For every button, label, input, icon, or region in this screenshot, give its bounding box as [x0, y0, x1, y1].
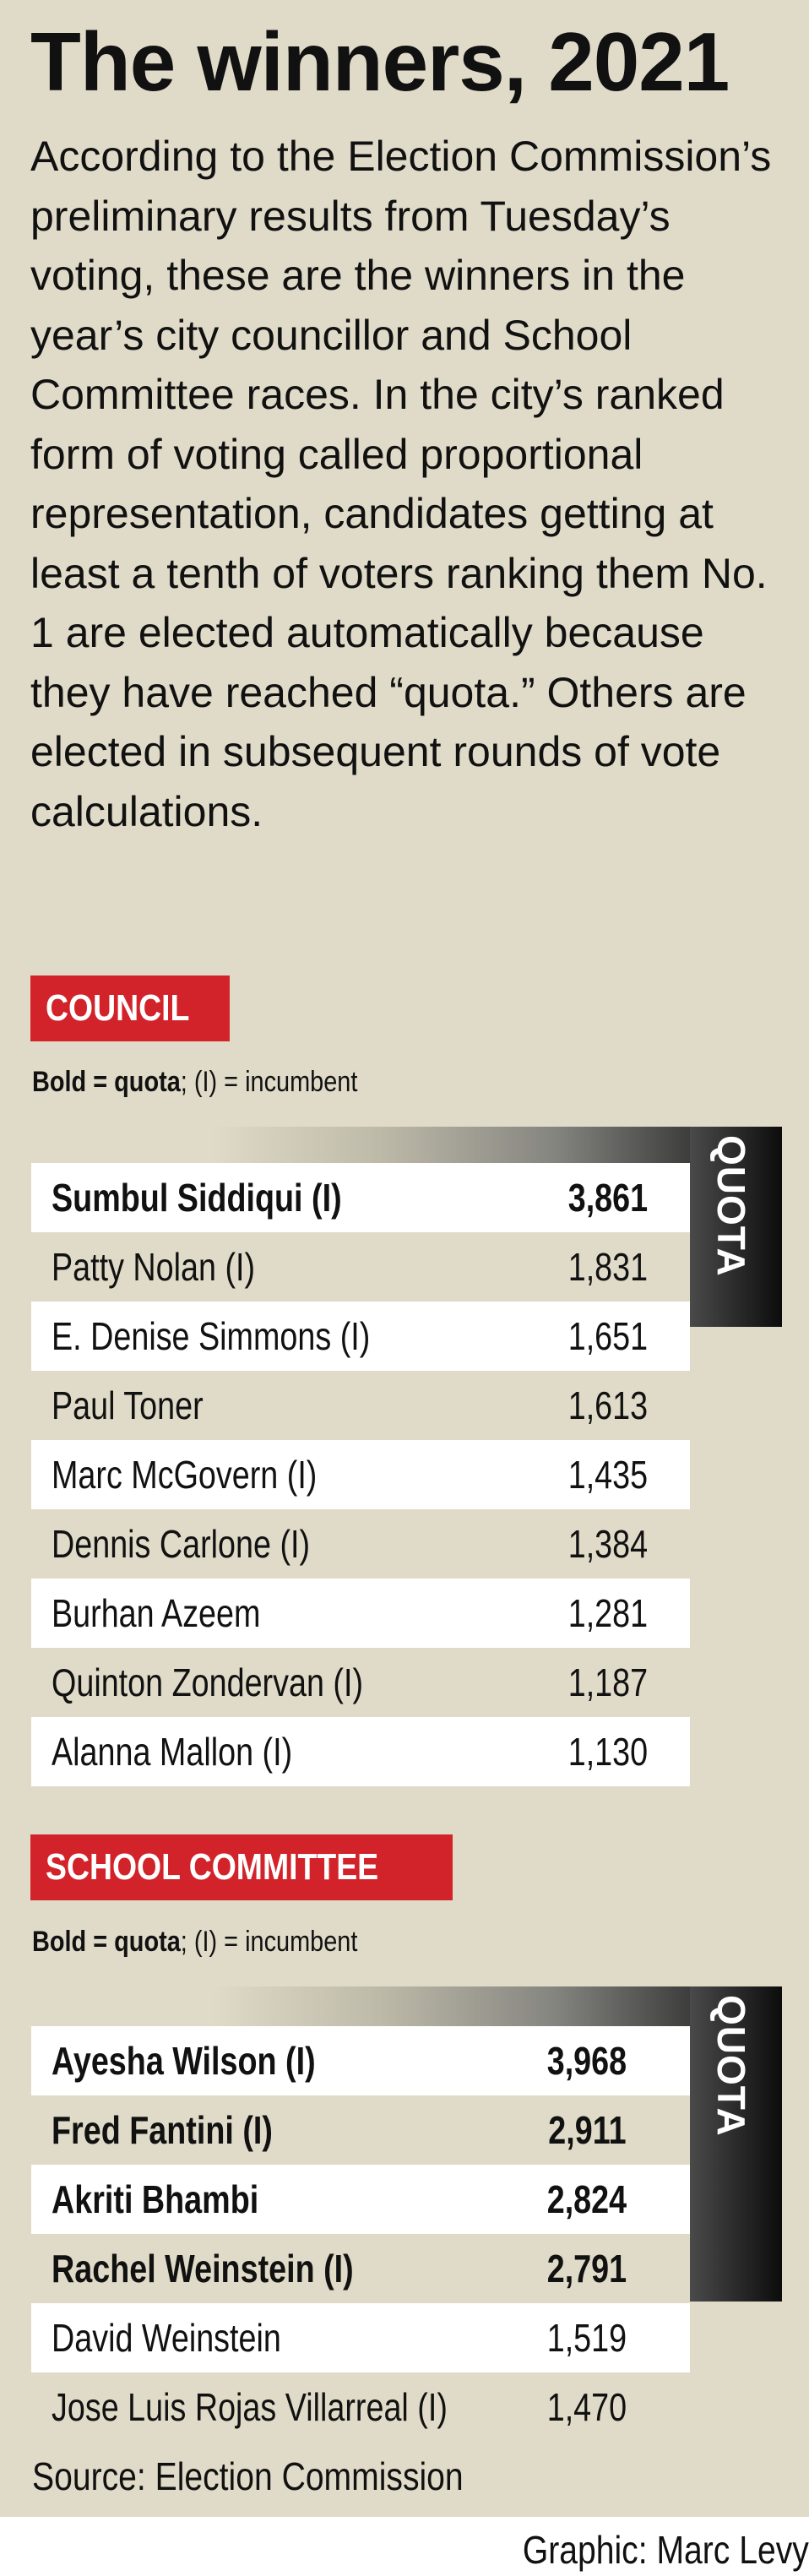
table-row: Ayesha Wilson (I) 3,968 — [31, 2026, 690, 2095]
graphic-credit: Graphic: Marc Levy — [523, 2528, 809, 2572]
candidate-name: Burhan Azeem — [52, 1591, 261, 1635]
table-row: Patty Nolan (I) 1,831 — [31, 1232, 690, 1302]
candidate-name: Sumbul Siddiqui (I) — [52, 1176, 342, 1220]
school-committee-heading: SCHOOL COMMITTEE — [30, 1834, 453, 1900]
school-legend: Bold = quota; (I) = incumbent — [32, 1926, 358, 1958]
candidate-name: Fred Fantini (I) — [52, 2108, 273, 2152]
council-legend: Bold = quota; (I) = incumbent — [32, 1066, 358, 1098]
table-row: Dennis Carlone (I) 1,384 — [31, 1509, 690, 1579]
table-row: Quinton Zondervan (I) 1,187 — [31, 1648, 690, 1717]
intro-text: According to the Election Commission’s p… — [30, 133, 772, 835]
quota-label: QUOTA — [709, 1995, 753, 2137]
candidate-name: Quinton Zondervan (I) — [52, 1660, 364, 1704]
vote-count: 1,435 — [567, 1453, 648, 1497]
vote-count: 1,470 — [546, 2385, 627, 2429]
candidate-name: Akriti Bhambi — [52, 2177, 259, 2221]
candidate-name: David Weinstein — [52, 2316, 281, 2360]
source-note: Source: Election Commission — [32, 2454, 464, 2498]
table-row: Paul Toner 1,613 — [31, 1371, 690, 1440]
vote-count: 1,187 — [567, 1660, 648, 1704]
graphic-panel — [0, 0, 809, 2517]
vote-count: 1,130 — [567, 1730, 648, 1774]
vote-count: 2,911 — [548, 2108, 627, 2152]
council-table: Sumbul Siddiqui (I) 3,861 Patty Nolan (I) 1… — [31, 1163, 690, 1786]
candidate-name: Ayesha Wilson (I) — [52, 2039, 316, 2083]
page-title: The winners, 2021 — [30, 15, 730, 108]
candidate-name: Paul Toner — [52, 1383, 204, 1427]
table-row: E. Denise Simmons (I) 1,651 — [31, 1302, 690, 1371]
quota-gradient-band — [211, 1127, 782, 1163]
table-row: Akriti Bhambi 2,824 — [31, 2165, 690, 2234]
vote-count: 3,968 — [546, 2039, 627, 2083]
school-committee-table: Ayesha Wilson (I) 3,968 Fred Fantini (I) 2,… — [31, 2026, 690, 2442]
candidate-name: Patty Nolan (I) — [52, 1245, 256, 1289]
candidate-name: Marc McGovern (I) — [52, 1453, 318, 1497]
table-row: Marc McGovern (I) 1,435 — [31, 1440, 690, 1509]
candidate-name: E. Denise Simmons (I) — [52, 1314, 371, 1358]
table-row: Burhan Azeem 1,281 — [31, 1579, 690, 1648]
vote-count: 3,861 — [567, 1176, 648, 1220]
table-row: Rachel Weinstein (I) 2,791 — [31, 2234, 690, 2303]
vote-count: 2,791 — [546, 2247, 627, 2291]
vote-count: 1,384 — [567, 1522, 648, 1566]
vote-count: 1,519 — [546, 2316, 627, 2360]
table-row: Alanna Mallon (I) 1,130 — [31, 1717, 690, 1786]
vote-count: 1,281 — [567, 1591, 648, 1635]
vote-count: 1,651 — [567, 1314, 648, 1358]
candidate-name: Jose Luis Rojas Villarreal (I) — [52, 2385, 448, 2429]
table-row: Jose Luis Rojas Villarreal (I) 1,470 — [31, 2372, 690, 2442]
table-row: Fred Fantini (I) 2,911 — [31, 2095, 690, 2165]
school-quota-box: QUOTA — [690, 1986, 782, 2302]
vote-count: 2,824 — [546, 2177, 627, 2221]
quota-label: QUOTA — [709, 1135, 753, 1277]
council-heading: COUNCIL — [30, 976, 231, 1041]
quota-gradient-band — [211, 1986, 782, 2026]
table-row: David Weinstein 1,519 — [31, 2303, 690, 2372]
vote-count: 1,613 — [567, 1383, 648, 1427]
candidate-name: Dennis Carlone (I) — [52, 1522, 311, 1566]
candidate-name: Rachel Weinstein (I) — [52, 2247, 354, 2291]
candidate-name: Alanna Mallon (I) — [52, 1730, 293, 1774]
vote-count: 1,831 — [567, 1245, 648, 1289]
table-row: Sumbul Siddiqui (I) 3,861 — [31, 1163, 690, 1232]
council-quota-box: QUOTA — [690, 1127, 782, 1327]
